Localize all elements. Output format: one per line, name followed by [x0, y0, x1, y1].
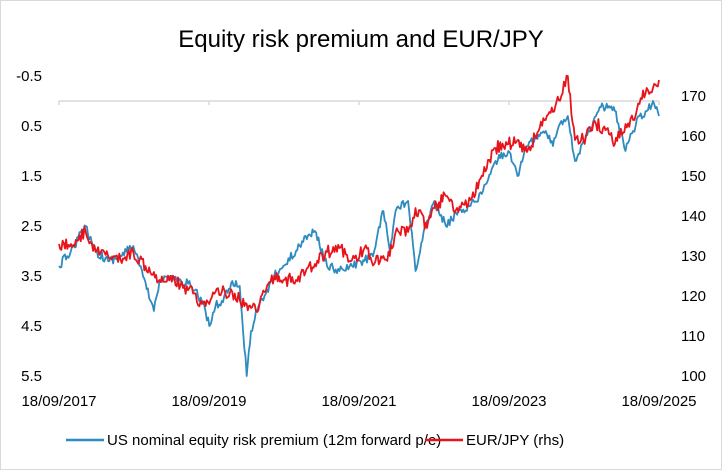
left-axis-tick-labels: -0.5 0.5 1.5 2.5 3.5 4.5 5.5: [16, 68, 42, 385]
left-tick-label: 2.5: [21, 218, 42, 235]
series-line-eur-jpy: [58, 74, 660, 313]
left-tick-label: 0.5: [21, 118, 42, 135]
series-line-equity-risk-premium: [58, 100, 660, 377]
x-tick-label: 18/09/2017: [21, 393, 96, 410]
right-tick-label: 170: [681, 88, 706, 105]
left-tick-label: 4.5: [21, 318, 42, 335]
left-tick-label: 1.5: [21, 168, 42, 185]
right-tick-label: 160: [681, 128, 706, 145]
x-axis-tick-labels: 18/09/2017 18/09/2019 18/09/2021 18/09/2023…: [21, 393, 696, 410]
x-tick-label: 18/09/2021: [321, 393, 396, 410]
x-tick-label: 18/09/2023: [471, 393, 546, 410]
right-tick-label: 140: [681, 208, 706, 225]
right-tick-label: 150: [681, 168, 706, 185]
right-tick-label: 100: [681, 368, 706, 385]
legend-label: US nominal equity risk premium (12m forw…: [107, 432, 441, 449]
x-tick-label: 18/09/2019: [171, 393, 246, 410]
right-axis-tick-labels: 100 110 120 130 140 150 160 170: [681, 88, 706, 385]
chart-title: Equity risk premium and EUR/JPY: [178, 26, 543, 53]
left-tick-label: -0.5: [16, 68, 42, 85]
left-tick-label: 5.5: [21, 368, 42, 385]
legend-label: EUR/JPY (rhs): [466, 432, 564, 449]
right-tick-label: 130: [681, 248, 706, 265]
left-tick-label: 3.5: [21, 268, 42, 285]
right-tick-label: 120: [681, 288, 706, 305]
zero-line-ticks: [58, 101, 660, 105]
series-lines: [58, 74, 660, 377]
x-tick-label: 18/09/2025: [621, 393, 696, 410]
right-tick-label: 110: [681, 328, 705, 345]
legend: US nominal equity risk premium (12m forw…: [66, 432, 564, 449]
